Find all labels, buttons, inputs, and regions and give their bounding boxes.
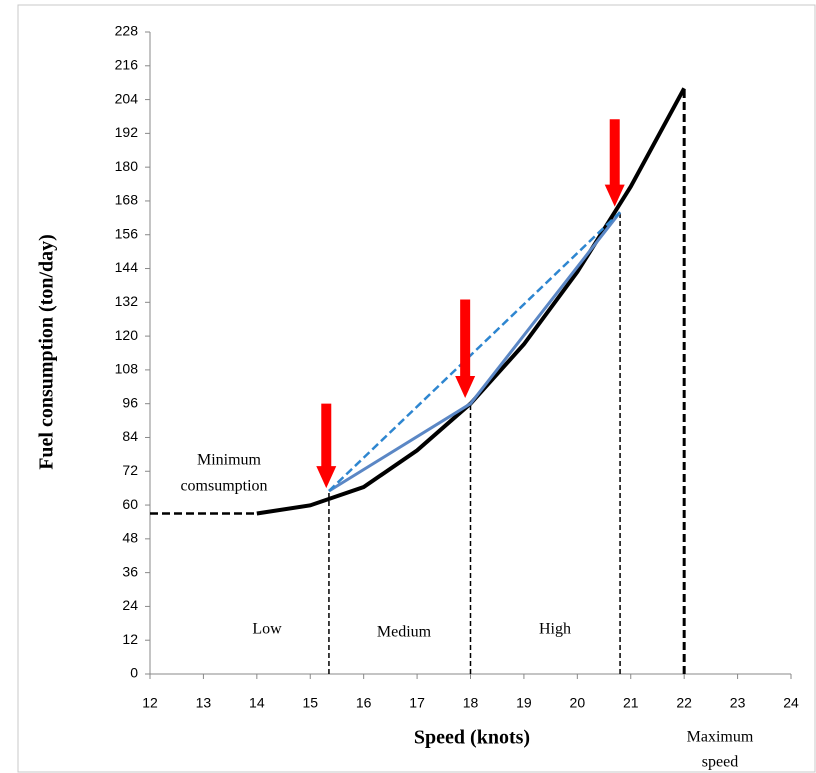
annotation: High [539,621,571,638]
arrow [455,299,476,399]
x-tick-label: 21 [623,695,639,711]
annotation: Medium [377,624,432,641]
y-tick-label: 60 [122,496,138,512]
annotation: comsumption [180,478,267,495]
x-tick-label: 14 [249,695,265,711]
y-tick-label: 36 [122,563,138,579]
x-tick-label: 23 [730,695,746,711]
x-tick-label: 12 [142,695,158,711]
y-tick-label: 48 [122,530,138,546]
y-tick-label: 132 [115,293,139,309]
y-tick-label: 144 [115,259,139,275]
y-tick-label: 180 [115,158,139,174]
y-tick-label: 204 [115,90,139,106]
x-tick-label: 13 [196,695,212,711]
arrow [316,403,337,489]
annotation: Maximum [687,729,754,746]
x-tick-label: 19 [516,695,532,711]
annotation: Minimum [197,452,262,469]
y-tick-label: 96 [122,394,138,410]
x-axis-title: Speed (knots) [414,727,530,749]
y-tick-label: 72 [122,462,138,478]
x-tick-label: 15 [302,695,318,711]
y-tick-label: 84 [122,428,138,444]
frame [17,4,816,773]
y-tick-label: 0 [130,665,138,681]
y-axis-title: Fuel consumption (ton/day) [36,234,58,470]
annotation: Low [252,621,282,638]
x-tick-label: 24 [783,695,799,711]
x-tick-label: 17 [409,695,425,711]
x-tick-label: 16 [356,695,372,711]
y-tick-label: 228 [115,23,139,39]
annotation: speed [702,754,738,771]
x-tick-label: 20 [570,695,586,711]
y-tick-label: 216 [115,56,139,72]
y-tick-label: 108 [115,361,139,377]
y-tick-label: 156 [115,225,139,241]
series-line [328,211,622,493]
arrow [604,119,625,207]
series-line [328,211,621,492]
x-tick-label: 18 [463,695,479,711]
y-tick-label: 120 [115,327,139,343]
y-tick-label: 12 [122,631,138,647]
y-tick-label: 192 [115,124,139,140]
y-tick-label: 24 [122,597,138,613]
y-tick-label: 168 [115,192,139,208]
x-tick-label: 22 [676,695,692,711]
